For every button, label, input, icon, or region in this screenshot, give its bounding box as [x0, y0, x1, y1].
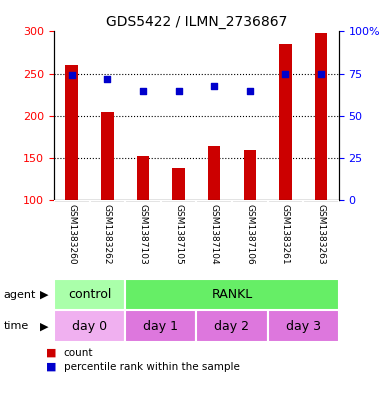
Bar [65, 65, 78, 200]
Text: ■: ■ [46, 347, 57, 358]
Text: GSM1383260: GSM1383260 [67, 204, 76, 265]
Text: count: count [64, 347, 93, 358]
Text: GSM1387105: GSM1387105 [174, 204, 183, 265]
Point [211, 83, 217, 89]
Bar [101, 112, 114, 200]
Point [176, 88, 182, 94]
Bar [54, 310, 125, 342]
Bar [54, 279, 125, 310]
Point [282, 71, 288, 77]
Bar [315, 33, 327, 200]
Text: GSM1383261: GSM1383261 [281, 204, 290, 265]
Text: day 3: day 3 [286, 320, 321, 333]
Point [247, 88, 253, 94]
Bar [137, 156, 149, 200]
Text: control: control [68, 288, 111, 301]
Text: ▶: ▶ [40, 290, 49, 300]
Text: agent: agent [4, 290, 36, 300]
Title: GDS5422 / ILMN_2736867: GDS5422 / ILMN_2736867 [105, 15, 287, 29]
Point [140, 88, 146, 94]
Point [69, 72, 75, 79]
Bar [125, 310, 196, 342]
Text: GSM1383262: GSM1383262 [103, 204, 112, 265]
Text: day 1: day 1 [143, 320, 178, 333]
Text: GSM1387106: GSM1387106 [245, 204, 254, 265]
Text: day 2: day 2 [214, 320, 249, 333]
Text: ■: ■ [46, 362, 57, 372]
Text: day 0: day 0 [72, 320, 107, 333]
Bar [125, 279, 339, 310]
Bar [196, 310, 268, 342]
Bar [268, 310, 339, 342]
Point [104, 75, 110, 82]
Bar [279, 44, 291, 200]
Bar [172, 168, 185, 200]
Text: RANKL: RANKL [211, 288, 253, 301]
Text: GSM1387104: GSM1387104 [210, 204, 219, 265]
Text: GSM1387103: GSM1387103 [139, 204, 147, 265]
Text: time: time [4, 321, 29, 331]
Text: GSM1383263: GSM1383263 [316, 204, 325, 265]
Text: percentile rank within the sample: percentile rank within the sample [64, 362, 239, 372]
Text: ▶: ▶ [40, 321, 49, 331]
Point [318, 71, 324, 77]
Bar [244, 150, 256, 200]
Bar [208, 145, 220, 200]
